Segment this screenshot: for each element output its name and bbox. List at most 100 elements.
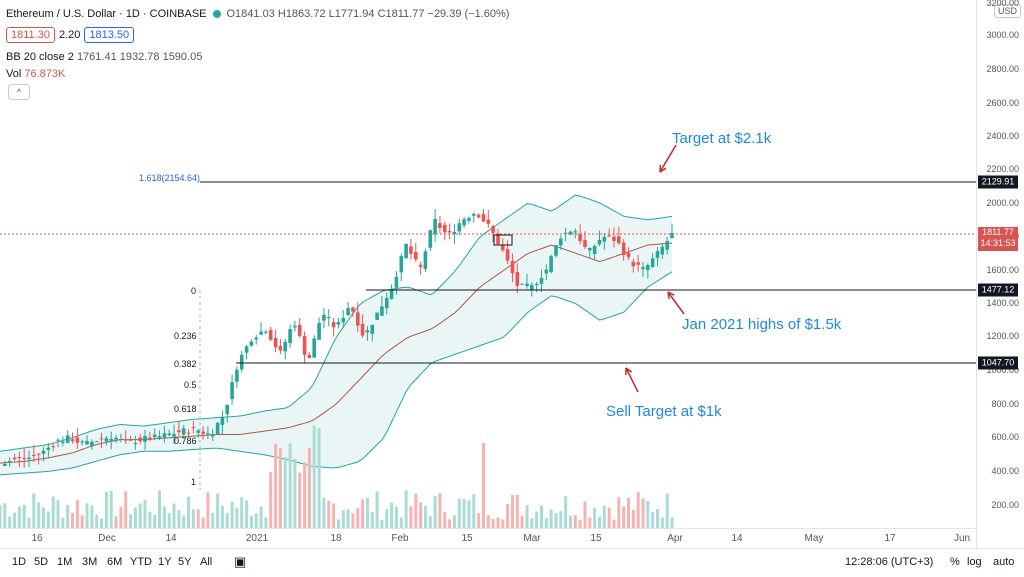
selection-box xyxy=(493,234,513,246)
volume-bar xyxy=(438,493,442,528)
volume-bar xyxy=(240,497,244,528)
candle-body xyxy=(486,219,491,224)
auto-toggle[interactable]: auto xyxy=(993,556,1015,568)
level-tag-1477: 1477.12 xyxy=(978,283,1018,297)
candle-body xyxy=(356,312,360,326)
annotation-jan-highs[interactable]: Jan 2021 highs of $1.5k xyxy=(682,316,842,333)
timeframe-ytd[interactable]: YTD xyxy=(130,556,152,568)
volume-bar xyxy=(264,517,268,528)
timeframe-3m[interactable]: 3M xyxy=(82,556,98,568)
candle-body xyxy=(152,434,157,437)
timeframe-all[interactable]: All xyxy=(200,556,213,568)
volume-label: Vol xyxy=(6,68,22,80)
fib-0618-label: 0.618 xyxy=(174,404,197,414)
candle-body xyxy=(438,223,442,228)
candle-body xyxy=(631,261,636,267)
volume-bar xyxy=(651,512,655,528)
candle-body xyxy=(520,283,524,285)
timeframe-6m[interactable]: 6M xyxy=(107,556,123,568)
arrow-jan-highs xyxy=(667,291,685,315)
volume-bar xyxy=(486,514,490,528)
volume-bar xyxy=(496,517,500,528)
candle-body xyxy=(588,248,592,251)
log-toggle[interactable]: log xyxy=(967,556,982,568)
currency-badge[interactable]: USD xyxy=(993,4,1021,18)
symbol-title[interactable]: Ethereum / U.S. Dollar · 1D · COINBASE xyxy=(6,8,207,20)
volume-bar xyxy=(317,427,321,528)
bb-legend[interactable]: BB 20 close 2 1761.41 1932.78 1590.05 xyxy=(6,50,202,64)
volume-bar xyxy=(269,472,273,528)
volume-bar xyxy=(511,495,514,528)
candle-body xyxy=(220,417,225,425)
symbol-legend[interactable]: Ethereum / U.S. Dollar · 1D · COINBASE O1… xyxy=(6,7,509,21)
candle-body xyxy=(626,252,631,257)
fib-1-label: 1 xyxy=(191,477,197,487)
percent-toggle[interactable]: % xyxy=(950,556,960,568)
candle-body xyxy=(447,231,452,233)
volume-bar xyxy=(191,509,195,528)
timeframe-1y[interactable]: 1Y xyxy=(158,556,172,568)
candle-body xyxy=(32,454,36,456)
timeframe-1d[interactable]: 1D xyxy=(12,556,27,568)
volume-bar xyxy=(0,505,2,528)
time-axis[interactable]: 16 Dec 14 2021 18 Feb 15 Mar 15 Apr 14 May 17 Jun xyxy=(0,528,976,549)
arrow-jan-highs-head xyxy=(667,291,675,300)
candle-body xyxy=(476,214,481,218)
price-axis[interactable]: USD 3200.00 3000.00 2800.00 2600.00 2400.00 2… xyxy=(976,0,1024,548)
clock[interactable]: 12:28:06 (UTC+3) xyxy=(845,556,934,568)
volume-bar xyxy=(375,491,379,528)
sell-button[interactable]: 1811.30 xyxy=(6,27,55,43)
volume-bar xyxy=(61,517,65,528)
volume-bar xyxy=(336,519,340,528)
timeframe-1m[interactable]: 1M xyxy=(57,556,73,568)
volume-bar xyxy=(443,512,447,528)
spread-value: 2.20 xyxy=(58,29,81,41)
fib-1618-label: 1.618(2154.64) xyxy=(139,173,201,183)
candle-body xyxy=(22,457,26,459)
volume-bar xyxy=(133,507,137,528)
volume-bar xyxy=(351,513,355,528)
candle-body xyxy=(230,382,234,400)
candle-body xyxy=(655,251,660,258)
volume-legend[interactable]: Vol 76.873K xyxy=(6,67,65,81)
fib-05-label: 0.5 xyxy=(184,380,197,390)
annotation-target[interactable]: Target at $2.1k xyxy=(672,130,772,147)
date-range-icon[interactable]: ▣ xyxy=(234,554,247,569)
volume-bar xyxy=(293,458,297,528)
candle-body xyxy=(665,241,669,250)
volume-bar xyxy=(66,505,70,528)
candle-body xyxy=(12,458,17,460)
candle-body xyxy=(264,331,268,333)
volume-bar xyxy=(75,499,79,528)
candle-body xyxy=(80,441,84,443)
volume-bar xyxy=(278,448,282,528)
candle-body xyxy=(186,432,191,434)
candle-body xyxy=(157,436,162,439)
price-tick-200.00: 200.00 xyxy=(991,500,1019,510)
fib-0786-label: 0.786 xyxy=(174,436,197,446)
candle-body xyxy=(133,443,138,445)
candle-body xyxy=(607,235,611,237)
candle-body xyxy=(646,265,650,271)
timeframe-5d[interactable]: 5D xyxy=(34,556,49,568)
candle-body xyxy=(457,223,462,232)
arrow-target-head xyxy=(659,164,667,173)
candle-body xyxy=(621,242,626,255)
volume-bar xyxy=(104,491,108,528)
buy-button[interactable]: 1813.50 xyxy=(84,27,135,43)
candle-body xyxy=(167,433,171,436)
candle-body xyxy=(70,439,75,442)
volume-bar xyxy=(51,496,55,528)
candle-body xyxy=(75,437,80,443)
candle-body xyxy=(307,355,312,358)
annotation-sell-target[interactable]: Sell Target at $1k xyxy=(606,403,722,420)
timeframe-5y[interactable]: 5Y xyxy=(178,556,192,568)
candle-body xyxy=(563,232,568,234)
volume-bar xyxy=(225,512,229,528)
price-tick-3000.00: 3000.00 xyxy=(986,30,1019,40)
collapse-legend-button[interactable]: ^ xyxy=(8,84,30,100)
price-chart[interactable] xyxy=(0,0,976,548)
candle-body xyxy=(196,430,200,433)
volume-bar xyxy=(631,509,635,528)
volume-bar xyxy=(332,503,336,528)
